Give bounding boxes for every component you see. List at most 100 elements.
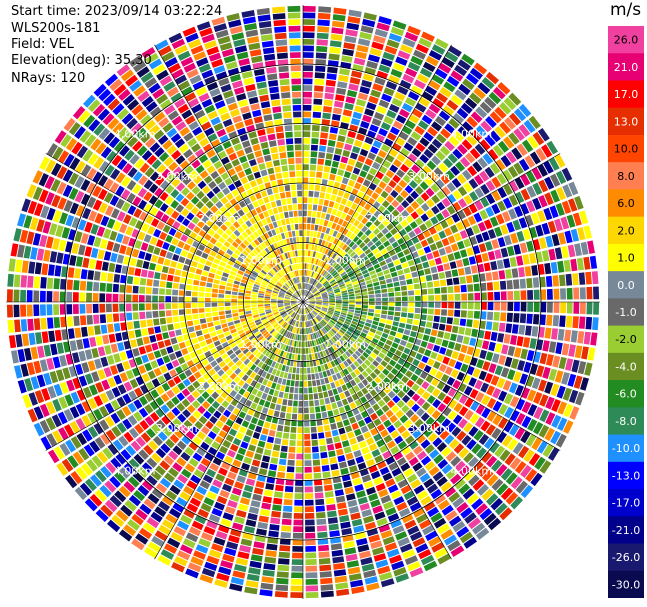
gate xyxy=(299,374,303,381)
gate xyxy=(373,334,381,340)
gate xyxy=(492,86,506,100)
gate xyxy=(244,146,253,155)
gate xyxy=(133,490,146,502)
gate xyxy=(540,289,547,300)
gate xyxy=(342,325,348,330)
gate xyxy=(217,369,225,377)
gate xyxy=(186,278,193,285)
gate xyxy=(463,536,477,549)
gate xyxy=(131,104,144,116)
gate xyxy=(562,387,572,401)
gate xyxy=(278,270,284,277)
gate xyxy=(285,338,289,345)
gate xyxy=(392,174,401,184)
gate xyxy=(325,227,331,234)
gate xyxy=(361,370,369,378)
gate xyxy=(260,461,269,469)
gate xyxy=(398,131,409,141)
gate xyxy=(144,392,154,403)
gate xyxy=(421,114,433,125)
gate xyxy=(358,335,366,341)
gate xyxy=(163,104,176,116)
gate xyxy=(313,290,319,295)
gate xyxy=(273,289,279,293)
gate xyxy=(351,243,358,251)
gate xyxy=(455,161,466,172)
gate xyxy=(290,299,297,301)
gate xyxy=(95,382,104,393)
gate xyxy=(383,355,391,363)
gate xyxy=(493,281,500,291)
gate xyxy=(247,203,255,211)
gate xyxy=(291,312,296,318)
gate xyxy=(572,316,579,329)
gate xyxy=(374,511,386,521)
gate xyxy=(269,374,275,382)
gate xyxy=(434,302,441,308)
gate xyxy=(308,393,314,400)
gate xyxy=(232,345,239,352)
gate xyxy=(104,416,115,428)
gate xyxy=(313,472,322,479)
gate xyxy=(155,465,166,476)
gate xyxy=(314,191,320,198)
gate xyxy=(390,430,400,439)
gate xyxy=(311,333,315,340)
gate xyxy=(268,317,275,322)
gate xyxy=(183,485,195,496)
gate xyxy=(458,447,470,459)
gate xyxy=(247,244,254,251)
gate xyxy=(277,326,283,333)
gate xyxy=(216,572,230,582)
gate xyxy=(122,163,133,174)
gate xyxy=(288,446,296,453)
gate xyxy=(52,398,62,412)
gate xyxy=(257,220,264,228)
gate xyxy=(84,134,97,147)
gate xyxy=(201,215,209,224)
gate xyxy=(334,380,341,388)
gate xyxy=(314,479,323,486)
gate xyxy=(285,293,292,297)
gate xyxy=(485,272,493,281)
gate xyxy=(338,269,345,275)
gate xyxy=(431,542,445,553)
gate xyxy=(115,509,129,522)
gate xyxy=(297,427,303,434)
gate xyxy=(485,116,497,128)
gate xyxy=(121,113,134,125)
gate xyxy=(86,281,93,291)
gate xyxy=(207,405,216,415)
gate xyxy=(310,333,313,340)
gate xyxy=(262,320,269,325)
gate xyxy=(393,567,407,577)
gate xyxy=(494,126,506,139)
gate xyxy=(345,96,356,104)
gate xyxy=(248,393,256,402)
gate xyxy=(241,214,249,222)
gate xyxy=(339,392,346,400)
gate xyxy=(104,345,112,355)
gate xyxy=(383,434,393,444)
gate xyxy=(229,353,237,360)
gate xyxy=(176,440,187,450)
gate xyxy=(538,424,550,438)
gate xyxy=(160,348,168,357)
gate xyxy=(461,53,475,66)
gate xyxy=(367,252,374,259)
gate xyxy=(396,457,407,467)
gate xyxy=(408,336,416,344)
gate xyxy=(295,374,300,381)
gate xyxy=(303,394,309,401)
gate xyxy=(405,273,412,280)
gate xyxy=(414,125,425,136)
gate xyxy=(178,80,191,91)
gate xyxy=(479,320,486,330)
gate xyxy=(411,383,420,392)
gate xyxy=(381,306,388,311)
gate xyxy=(59,381,69,394)
gate xyxy=(344,265,350,271)
gate xyxy=(415,295,421,301)
gate xyxy=(132,183,142,195)
gate xyxy=(84,221,93,233)
